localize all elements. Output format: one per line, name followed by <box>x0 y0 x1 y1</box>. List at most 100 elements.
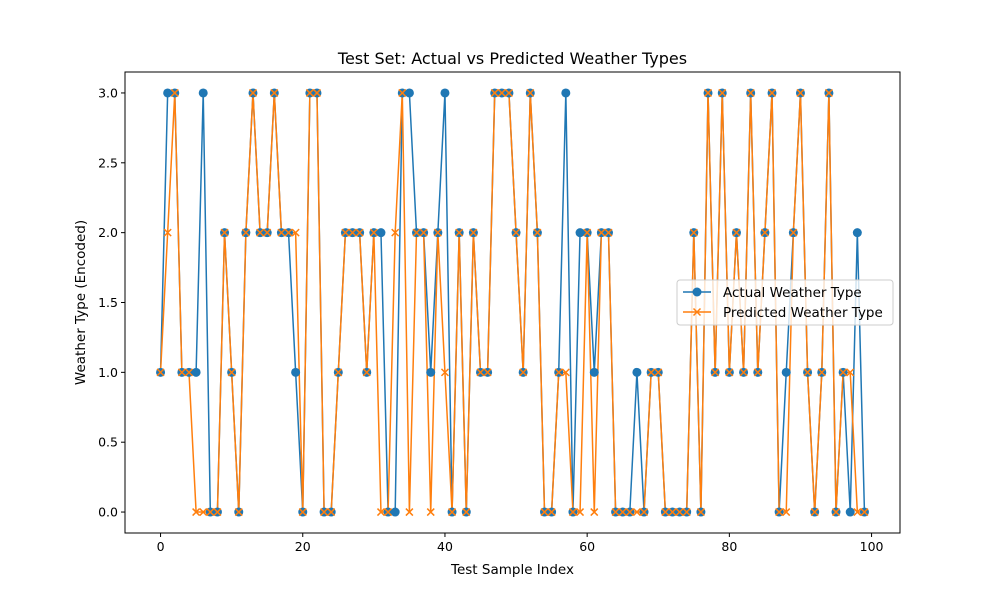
data-point-predicted <box>775 508 784 517</box>
y-axis-label: Weather Type (Encoded) <box>73 220 89 385</box>
y-tick-label: 3.0 <box>98 85 118 100</box>
y-axis-ticks: 0.0 0.5 1.0 1.5 2.0 2.5 3.0 <box>98 85 125 520</box>
data-point-predicted <box>782 508 791 517</box>
data-point-predicted <box>661 508 670 517</box>
data-point-predicted <box>177 368 186 377</box>
data-point-predicted <box>448 508 457 517</box>
y-tick-label: 1.5 <box>98 295 118 310</box>
data-point-predicted <box>334 368 343 377</box>
data-point-predicted <box>426 508 435 517</box>
data-point-predicted <box>213 508 222 517</box>
data-point-predicted <box>540 508 549 517</box>
data-point-predicted <box>298 508 307 517</box>
data-point-predicted <box>568 508 577 517</box>
data-point-predicted <box>504 88 513 97</box>
data-point-actual <box>561 88 571 98</box>
data-point-predicted <box>341 228 350 237</box>
data-point-predicted <box>163 228 172 237</box>
data-point-predicted <box>270 88 279 97</box>
data-point-predicted <box>711 368 720 377</box>
data-point-predicted <box>689 228 698 237</box>
data-point-predicted <box>192 508 201 517</box>
data-point-predicted <box>618 508 627 517</box>
data-point-predicted <box>632 508 641 517</box>
data-point-predicted <box>668 508 677 517</box>
legend: Actual Weather Type Predicted Weather Typ… <box>676 279 894 326</box>
y-tick-label: 0.0 <box>98 505 118 520</box>
x-axis-label: Test Sample Index <box>450 562 574 578</box>
data-point-predicted <box>725 368 734 377</box>
data-point-predicted <box>419 228 428 237</box>
data-point-predicted <box>739 368 748 377</box>
x-tick-label: 100 <box>860 539 884 554</box>
data-point-predicted <box>839 368 848 377</box>
data-point-predicted <box>803 368 812 377</box>
data-point-predicted <box>760 228 769 237</box>
data-point-predicted <box>846 368 855 377</box>
data-point-predicted <box>263 228 272 237</box>
data-point-predicted <box>590 508 599 517</box>
data-point-predicted <box>796 88 805 97</box>
data-point-predicted <box>746 88 755 97</box>
data-point-predicted <box>405 508 414 517</box>
data-point-predicted <box>398 88 407 97</box>
data-point-actual <box>404 88 414 98</box>
data-point-actual <box>589 367 599 377</box>
data-point-predicted <box>483 368 492 377</box>
data-point-predicted <box>312 88 322 97</box>
legend-marker-x <box>692 307 702 317</box>
y-tick-label: 0.5 <box>98 435 118 450</box>
data-point-predicted <box>327 508 336 517</box>
data-point-predicted <box>469 228 478 237</box>
plot-lines <box>159 92 866 513</box>
data-point-actual <box>163 88 173 98</box>
data-point-predicted <box>682 508 691 517</box>
data-point-actual <box>426 367 436 377</box>
data-point-predicted <box>433 228 442 237</box>
data-point-actual <box>376 228 386 238</box>
data-point-actual <box>390 507 400 517</box>
data-point-predicted <box>640 508 649 517</box>
plot-markers <box>156 88 869 517</box>
data-point-predicted <box>817 368 826 377</box>
data-point-actual <box>852 228 862 238</box>
data-point-predicted <box>355 228 364 237</box>
y-tick-label: 2.0 <box>98 225 118 240</box>
data-point-predicted <box>810 508 819 517</box>
data-point-predicted <box>462 508 471 517</box>
x-tick-label: 20 <box>295 539 311 554</box>
data-point-predicted <box>519 368 528 377</box>
x-axis-ticks: 0 20 40 60 80 100 <box>157 533 884 554</box>
data-point-predicted <box>526 88 535 97</box>
data-point-predicted <box>696 508 705 517</box>
data-point-actual <box>198 88 208 98</box>
data-point-predicted <box>497 88 506 97</box>
data-point-predicted <box>554 368 563 377</box>
y-tick-label: 2.5 <box>98 155 118 170</box>
series-line-1 <box>159 92 865 513</box>
data-point-predicted <box>220 228 229 237</box>
data-point-actual <box>440 88 450 98</box>
data-point-predicted <box>455 228 464 237</box>
data-point-predicted <box>170 88 179 97</box>
data-point-predicted <box>853 508 862 517</box>
data-point-predicted <box>284 228 293 237</box>
data-point-predicted <box>611 508 620 517</box>
data-point-predicted <box>476 368 485 377</box>
data-point-predicted <box>647 368 656 377</box>
data-point-predicted <box>703 88 713 97</box>
data-point-predicted <box>583 228 592 237</box>
data-point-predicted <box>348 228 357 237</box>
data-point-predicted <box>576 508 585 517</box>
data-point-predicted <box>199 508 208 517</box>
data-point-predicted <box>860 508 869 517</box>
legend-marker-circle <box>692 287 702 297</box>
data-point-predicted <box>234 508 243 517</box>
data-point-predicted <box>227 368 236 377</box>
data-point-predicted <box>291 228 300 237</box>
data-point-predicted <box>732 228 741 237</box>
data-point-predicted <box>490 88 499 97</box>
data-point-predicted <box>391 228 400 237</box>
data-point-actual <box>781 367 791 377</box>
